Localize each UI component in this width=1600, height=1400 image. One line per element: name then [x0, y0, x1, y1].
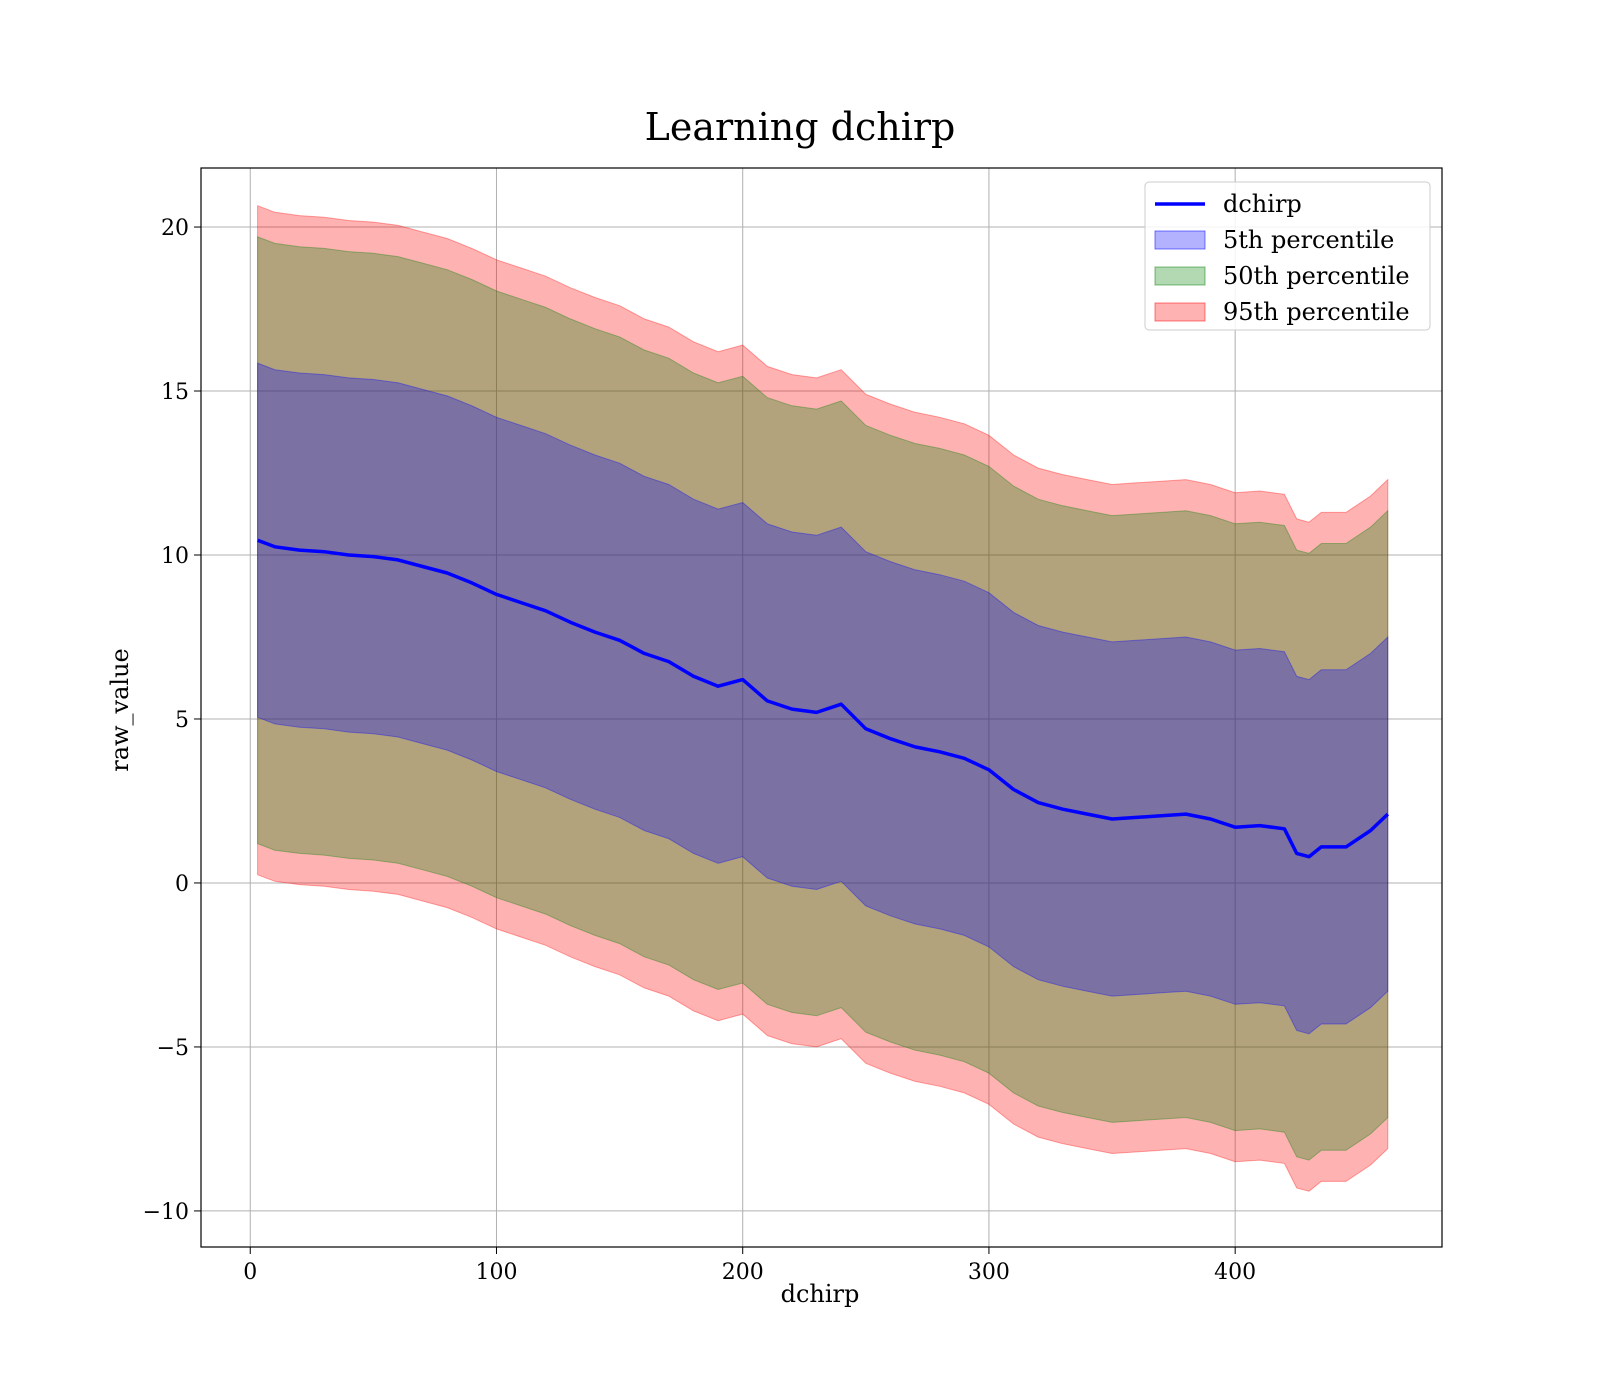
band-5th-percentile — [257, 362, 1389, 1035]
legend-label: 95th percentile — [1223, 298, 1410, 326]
x-tick-label: 200 — [722, 1260, 764, 1285]
y-tick-label: 15 — [161, 380, 189, 405]
legend-label: dchirp — [1223, 190, 1302, 218]
plot-area: 0 100 200 300 400 −10 −5 0 5 10 15 20 — [143, 167, 1443, 1285]
band-50th-percentile — [257, 236, 1389, 1161]
axes-frame — [200, 167, 1443, 1248]
legend-swatch-patch — [1154, 230, 1206, 250]
legend-label: 5th percentile — [1223, 226, 1394, 254]
legend-swatch-patch — [1154, 266, 1206, 286]
legend-label: 50th percentile — [1223, 262, 1410, 290]
x-axis-label: dchirp — [781, 1280, 860, 1308]
y-tick-label: −10 — [143, 1200, 189, 1225]
x-tick-label: 0 — [243, 1260, 257, 1285]
legend-box — [1144, 181, 1431, 331]
x-tick-label: 400 — [1214, 1260, 1256, 1285]
y-tick-label: 5 — [175, 708, 189, 733]
y-tick-label: 10 — [161, 544, 189, 569]
chart-title: Learning dchirp — [645, 105, 956, 149]
y-tick-label: 20 — [161, 216, 189, 241]
legend: dchirp 5th percentile 50th percentile 95th … — [1144, 181, 1431, 331]
y-tick-label: 0 — [175, 872, 189, 897]
band-95th-percentile — [257, 204, 1389, 1192]
x-tick-label: 100 — [475, 1260, 517, 1285]
series-line-dchirp — [256, 538, 1390, 859]
x-tick-label: 300 — [968, 1260, 1010, 1285]
y-tick-label: −5 — [157, 1036, 189, 1061]
legend-swatch-patch — [1154, 302, 1206, 322]
y-axis-label: raw_value — [106, 648, 134, 772]
